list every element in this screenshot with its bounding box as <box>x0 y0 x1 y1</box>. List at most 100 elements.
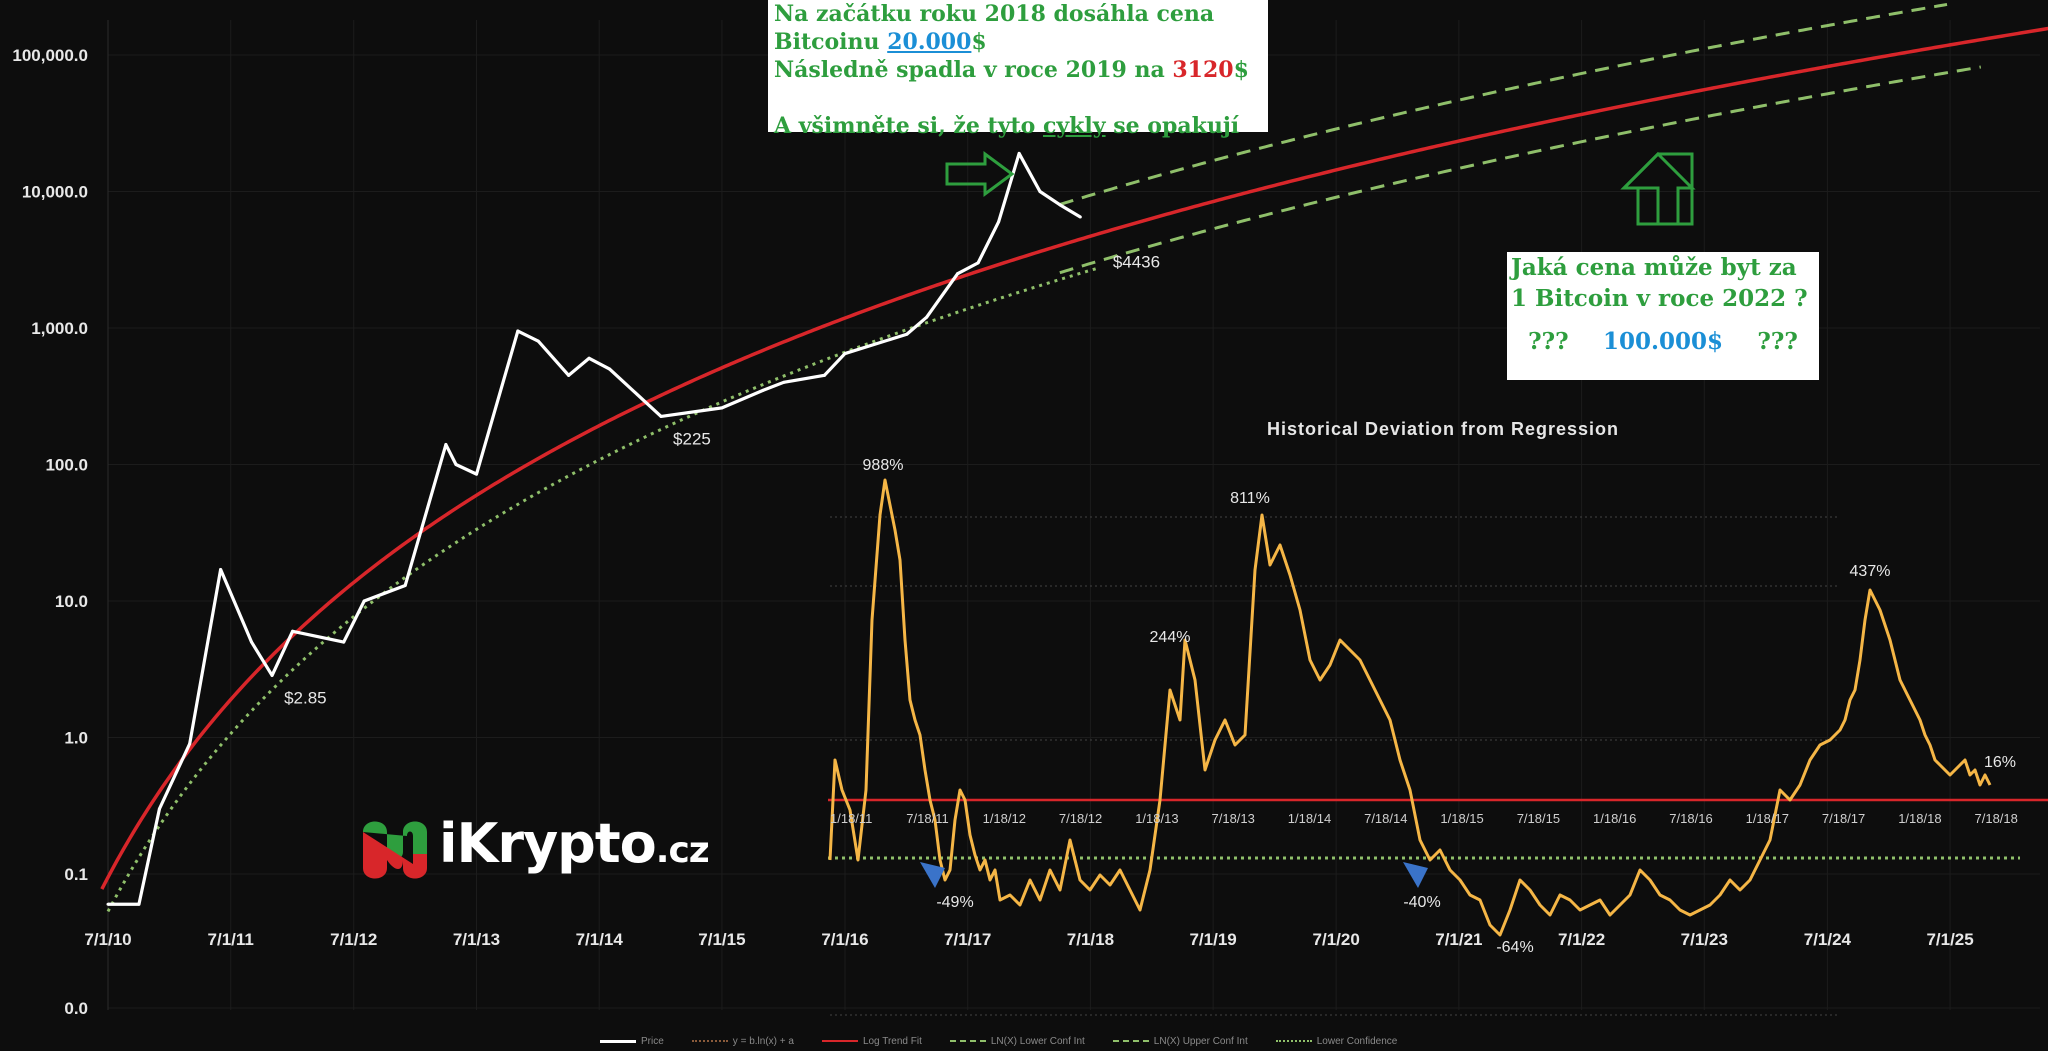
price-point <box>137 902 141 906</box>
price-point <box>659 414 663 418</box>
callout-top-line3-post: $ <box>1233 57 1249 83</box>
y-tick-label: 10,000.0 <box>22 183 88 202</box>
price-point <box>270 673 274 677</box>
deviation-x-axis: 1/18/11 7/18/11 1/18/12 7/18/12 1/18/13 7/18/… <box>830 457 2018 956</box>
price-point <box>925 315 929 319</box>
y-tick-label: 0.0 <box>64 999 88 1018</box>
x-tick-label: 7/1/18 <box>1067 930 1114 949</box>
y-gridlines <box>108 54 2040 1009</box>
x-axis: 7/1/10 7/1/11 7/1/12 7/1/13 7/1/14 7/1/15 7/1/… <box>84 930 1973 949</box>
blue-pointer-arrow-icon <box>1403 862 1428 888</box>
price-point <box>219 568 223 572</box>
deviation-x-tick-label: 7/18/14 <box>1364 811 1407 826</box>
deviation-line <box>828 478 1992 937</box>
y-tick-label: 10.0 <box>55 592 88 611</box>
callout-top-price-low: 3120 <box>1172 57 1234 83</box>
price-point <box>1017 151 1021 155</box>
log-trend-line <box>100 26 2048 890</box>
callout-right-line1: Jaká cena může byt za <box>1511 254 1797 281</box>
deviation-annotation: 988% <box>863 457 904 474</box>
green-up-arrow-icon <box>1620 151 1696 226</box>
price-point <box>997 220 1001 224</box>
callout-right-guess: ??? 100.000$ ??? <box>1511 326 1815 357</box>
callout-right-value: 100.000$ <box>1602 328 1723 355</box>
legend-swatch <box>691 1040 728 1042</box>
deviation-x-tick-label: 1/18/16 <box>1593 811 1636 826</box>
y-tick-label: 100,000.0 <box>12 46 88 65</box>
deviation-annotation: -49% <box>936 894 973 911</box>
legend-swatch <box>600 1039 636 1043</box>
callout-top-line4-pre: A všimněte si, že tyto <box>774 113 1043 139</box>
price-point <box>536 339 540 343</box>
x-tick-label: 7/1/24 <box>1804 930 1852 949</box>
legend-label: LN(X) Upper Conf Int <box>1153 1035 1248 1047</box>
x-tick-label: 7/1/19 <box>1189 930 1236 949</box>
deviation-x-tick-label: 7/18/16 <box>1669 811 1712 826</box>
legend-item: Lower Confidence <box>1275 1032 1398 1050</box>
legend-label: LN(X) Lower Conf Int <box>990 1035 1085 1047</box>
price-label: $2.85 <box>284 688 327 707</box>
legend-label: Lower Confidence <box>1316 1035 1398 1047</box>
log-trend-curve <box>100 26 2048 890</box>
deviation-annotation: 16% <box>1984 754 2016 771</box>
legend-item: y = b.ln(x) + a <box>691 1032 794 1050</box>
deviation-x-tick-label: 7/18/11 <box>906 811 948 826</box>
x-tick-label: 7/1/11 <box>208 930 254 949</box>
x-tick-label: 7/1/14 <box>576 930 624 949</box>
legend-label: y = b.ln(x) + a <box>732 1035 794 1047</box>
deviation-x-tick-label: 1/18/13 <box>1135 811 1178 826</box>
confidence-bands <box>106 2 1982 913</box>
deviation-x-tick-label: 7/18/13 <box>1212 811 1255 826</box>
price-point <box>782 380 786 384</box>
deviation-gridlines <box>828 516 2048 1016</box>
legend-item: LN(X) Lower Conf Int <box>949 1032 1085 1050</box>
green-right-arrow-icon <box>945 151 1015 197</box>
legend-swatch <box>1112 1040 1149 1042</box>
deviation-x-tick-label: 7/18/12 <box>1059 811 1102 826</box>
callout-top-price-peak: 20.000 <box>887 29 972 55</box>
price-point <box>474 472 478 476</box>
callout-top-line2-pre: Bitcoinu <box>774 29 888 55</box>
price-label: $225 <box>673 429 711 448</box>
callout-top-line4-post: se opakují <box>1105 113 1240 139</box>
legend-item: Log Trend Fit <box>821 1032 922 1050</box>
legend-swatch <box>949 1040 986 1042</box>
legend-item: Price <box>600 1032 664 1050</box>
blue-pointer-arrow-icon <box>920 862 945 888</box>
deviation-annotation: -40% <box>1403 894 1440 911</box>
x-tick-label: 7/1/10 <box>84 930 131 949</box>
price-point <box>454 463 458 466</box>
price-point <box>976 261 980 265</box>
price-point <box>720 406 724 410</box>
deviation-x-tick-label: 1/18/11 <box>830 811 872 826</box>
ikrypto-logo: iKrypto.cz <box>357 812 717 887</box>
y-tick-label: 0.1 <box>64 865 88 884</box>
price-point <box>188 742 192 746</box>
price-point <box>516 329 520 333</box>
x-tick-label: 7/1/23 <box>1681 930 1728 949</box>
deviation-x-tick-label: 1/18/12 <box>983 811 1026 826</box>
price-point <box>905 332 909 336</box>
callout-top: Na začátku roku 2018 dosáhla cena Bitcoi… <box>768 0 1268 139</box>
deviation-x-tick-label: 7/18/18 <box>1975 811 2018 826</box>
legend-item: LN(X) Upper Conf Int <box>1112 1032 1248 1050</box>
ikrypto-logo-text: iKrypto.cz <box>439 812 710 875</box>
y-axis: 100,000.0 10,000.0 1,000.0 100.0 10.0 1.0 0.1 0… <box>12 20 109 1018</box>
x-tick-label: 7/1/16 <box>821 930 868 949</box>
price-series <box>106 151 1082 906</box>
x-tick-label: 7/1/12 <box>330 930 377 949</box>
deviation-x-tick-label: 1/18/14 <box>1288 811 1331 826</box>
price-point <box>1058 203 1062 207</box>
price-point <box>362 599 366 603</box>
x-tick-label: 7/1/13 <box>453 930 500 949</box>
callout-top-cykly: cykly <box>1043 113 1106 139</box>
price-point <box>403 583 407 587</box>
callout-right-right: ??? <box>1757 328 1798 355</box>
price-point <box>587 356 591 360</box>
deviation-x-tick-label: 7/18/17 <box>1822 811 1865 826</box>
price-point <box>567 373 571 377</box>
x-tick-label: 7/1/15 <box>698 930 745 949</box>
price-point <box>822 373 826 377</box>
deviation-chart-title: Historical Deviation from Regression <box>1267 419 1619 439</box>
callout-right: Jaká cena může byt za 1 Bitcoin v roce 2… <box>1507 252 1819 380</box>
